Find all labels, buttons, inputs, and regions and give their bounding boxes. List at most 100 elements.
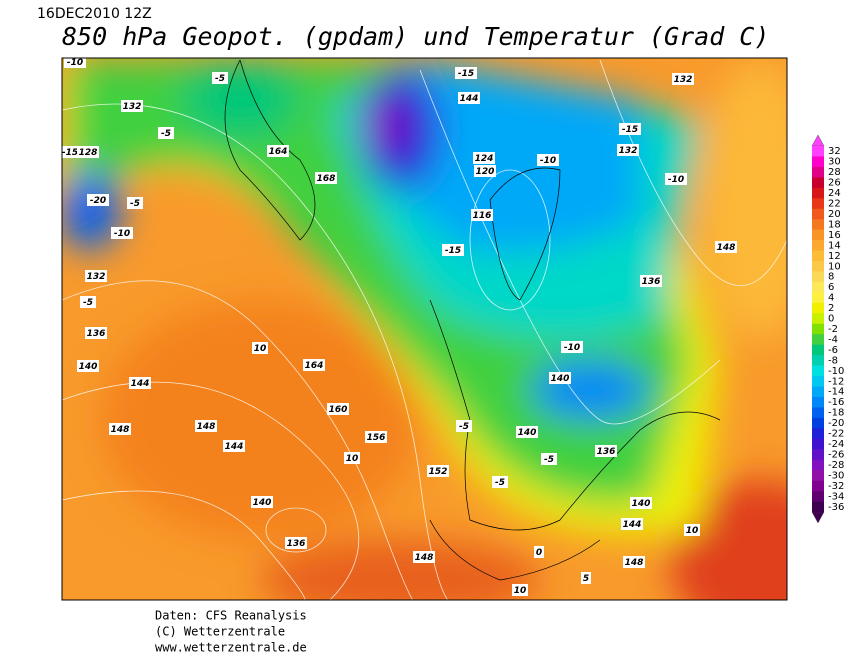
footer-line: Daten: CFS Reanalysis (155, 609, 307, 623)
contour-label-box (512, 584, 528, 596)
colorbar-label: -2 (828, 324, 838, 335)
colorbar-cell (812, 355, 824, 366)
contour-label-box (158, 127, 174, 139)
contour-label: 136 (287, 539, 306, 549)
colorbar-label: 30 (828, 157, 841, 168)
contour-label-box (619, 123, 641, 135)
colorbar-label: 16 (828, 230, 841, 241)
contour-label-box (87, 194, 109, 206)
colorbar-cell (812, 501, 824, 513)
colorbar-cell (812, 459, 824, 471)
contour-label-box (537, 154, 559, 166)
colorbar-cell (812, 407, 824, 419)
contour-label-box (251, 496, 273, 508)
contour-label-box (77, 360, 99, 372)
colorbar-label: -34 (828, 491, 844, 502)
colorbar-cell (812, 146, 824, 157)
contour-label-box (85, 270, 107, 282)
contour-label-box (672, 73, 694, 85)
contour-label-box (64, 58, 86, 68)
contour-label-box (516, 426, 538, 438)
colorbar-label: -14 (828, 387, 844, 398)
contour-label: 148 (111, 425, 130, 435)
contour-label: -5 (215, 74, 225, 84)
contour-label: 164 (305, 361, 324, 371)
colorbar-cell (812, 208, 824, 220)
colorbar-label: -22 (828, 429, 844, 440)
contour-label: 10 (514, 586, 527, 596)
contour-label-box (640, 275, 662, 287)
contour-label: 120 (476, 167, 495, 177)
contour-label-box (127, 197, 143, 209)
colorbar-label: -32 (828, 481, 844, 492)
contour-label-box (427, 465, 449, 477)
colorbar-cell (812, 386, 824, 398)
contour-label-box (344, 452, 360, 464)
footer-line: (C) Wetterzentrale (155, 625, 285, 639)
colorbar-cell (812, 344, 824, 356)
contour-label: 148 (625, 558, 644, 568)
colorbar-arrow (811, 511, 825, 524)
colorbar-cell (812, 417, 824, 429)
colorbar-cell (812, 240, 824, 251)
colorbar-cell (812, 313, 824, 325)
contour-label: -5 (130, 199, 140, 209)
colorbar-cell (812, 491, 824, 502)
contour-label-box (77, 146, 99, 158)
contour-label: 140 (632, 499, 651, 509)
colorbar-label: 0 (828, 314, 834, 325)
contour-label: -20 (90, 196, 106, 206)
contour-label: 168 (317, 174, 336, 184)
contour-label-box (315, 172, 337, 184)
colorbar-label: 10 (828, 261, 841, 272)
colorbar-cell (812, 334, 824, 345)
contour-label: -5 (161, 129, 171, 139)
colorbar-cell (812, 396, 824, 408)
contour-label-box (474, 165, 496, 177)
contour-label-box (109, 423, 131, 435)
contour-label-box (285, 537, 307, 549)
contour-label-box (327, 403, 349, 415)
contour-label-box (473, 152, 495, 164)
contour-label: 136 (597, 447, 616, 457)
colorbar-cell (812, 177, 824, 189)
colorbar-cell (812, 449, 824, 461)
contour-label: 0 (536, 548, 542, 558)
colorbar-label: -30 (828, 470, 844, 481)
contour-label-box (581, 572, 591, 584)
contour-label-box (413, 551, 435, 563)
contour-label: 140 (518, 428, 537, 438)
colorbar-cell (812, 438, 824, 450)
colorbar: 32302826242220181614121086420-2-4-6-8-10… (811, 134, 844, 524)
colorbar-label: 32 (828, 146, 841, 157)
contour-label-box (549, 372, 571, 384)
colorbar-label: -6 (828, 345, 838, 356)
contour-label-box (456, 420, 472, 432)
contour-label: 164 (269, 147, 288, 157)
contour-label: 10 (346, 454, 359, 464)
colorbar-cell (812, 166, 824, 178)
colorbar-cell (812, 365, 824, 377)
colorbar-label: -36 (828, 502, 844, 513)
contour-label: -10 (114, 229, 130, 239)
contour-label: 10 (686, 526, 699, 536)
colorbar-cell (812, 376, 824, 387)
colorbar-label: -12 (828, 376, 844, 387)
colorbar-label: 26 (828, 178, 841, 189)
contour-label-box (252, 342, 268, 354)
contour-label-box (195, 420, 217, 432)
colorbar-cell (812, 271, 824, 283)
colorbar-label: 18 (828, 219, 841, 230)
contour-label-box (85, 327, 107, 339)
colorbar-label: -4 (828, 334, 838, 345)
contour-label: -15 (458, 69, 474, 79)
colorbar-label: 6 (828, 282, 834, 293)
contour-label: -15 (622, 125, 638, 135)
contour-label: 132 (674, 75, 693, 85)
contour-label: -5 (495, 478, 505, 488)
contour-label: -15 (62, 148, 78, 158)
contour-label: 144 (225, 442, 244, 452)
colorbar-label: -28 (828, 460, 844, 471)
